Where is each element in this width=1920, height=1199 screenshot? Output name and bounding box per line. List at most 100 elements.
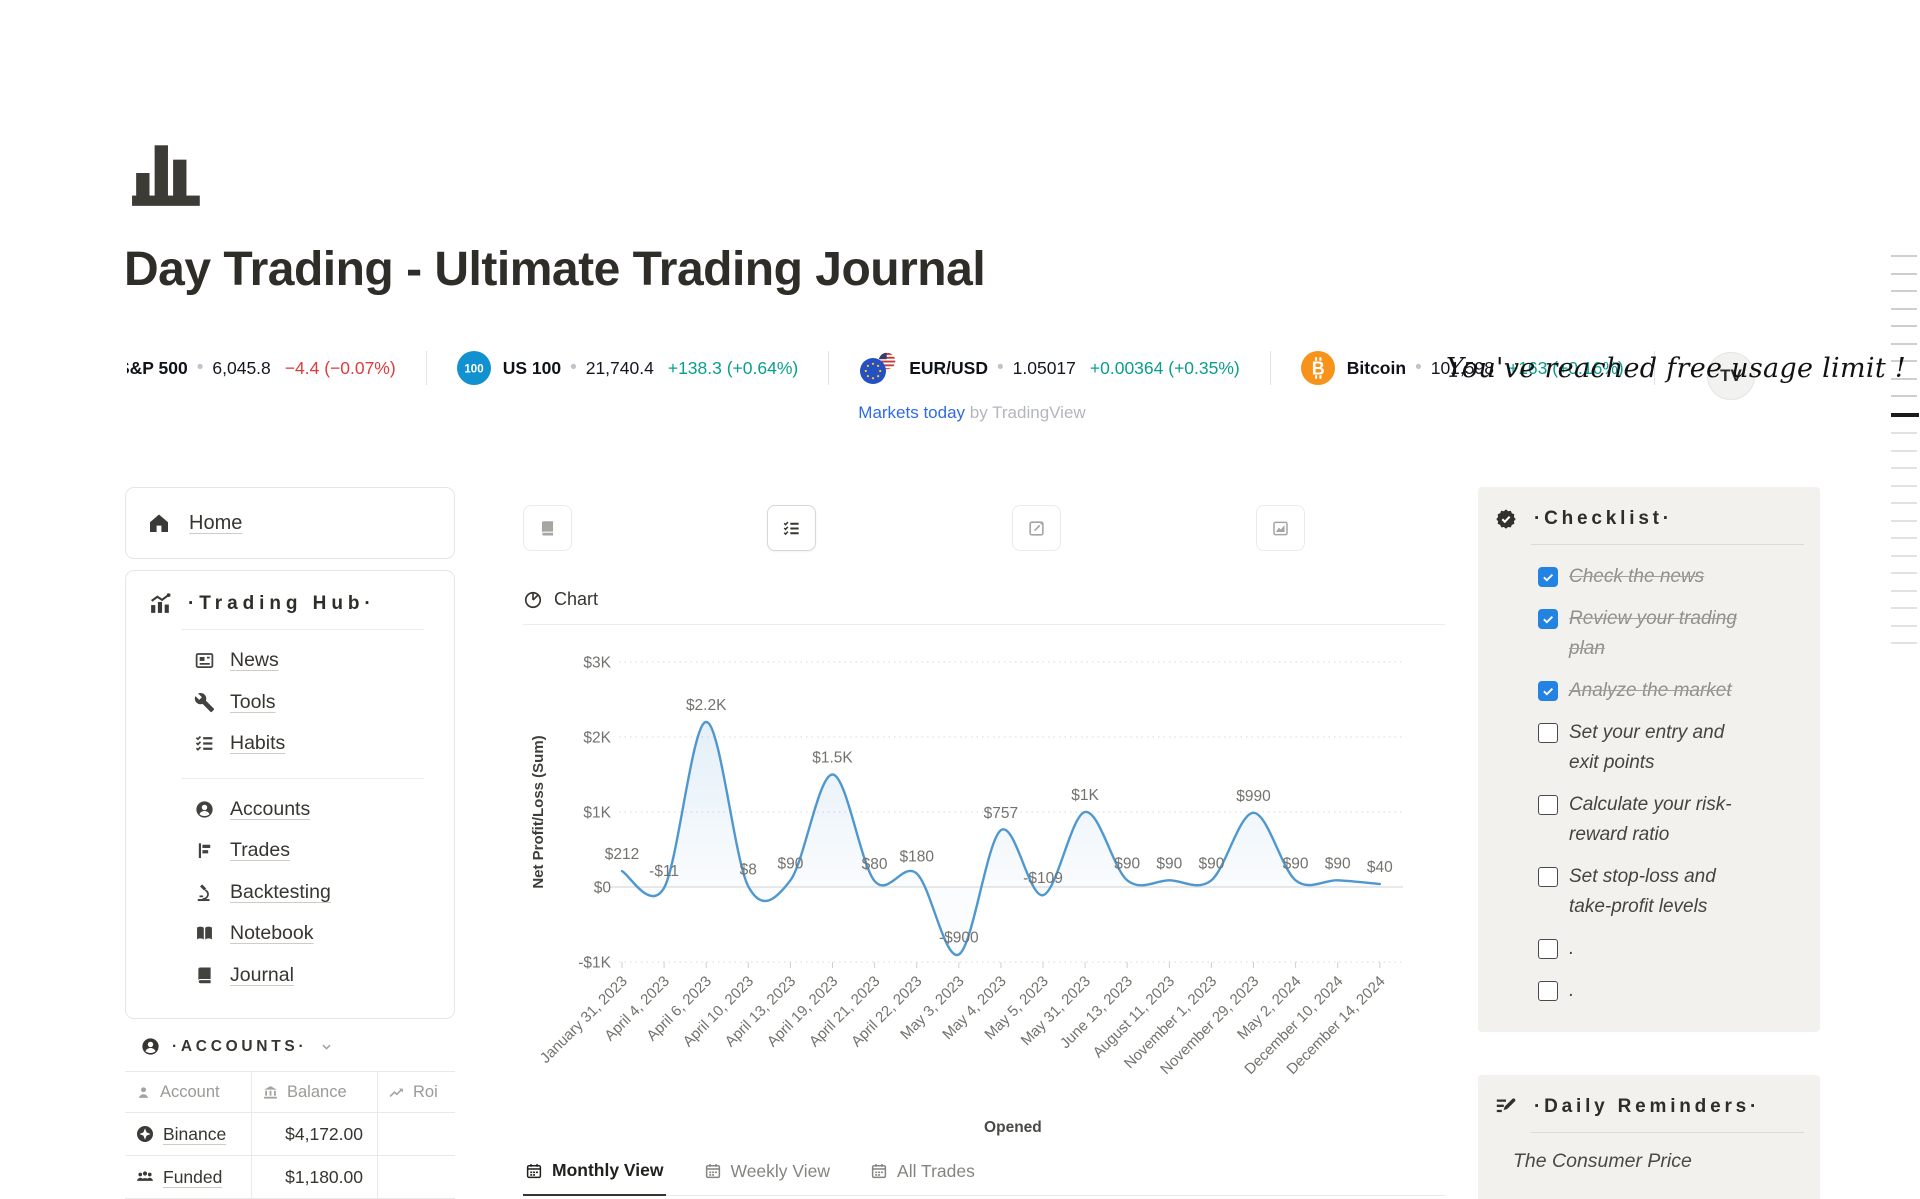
column-header-roi[interactable]: Roi (378, 1072, 455, 1112)
checkbox-checked[interactable] (1538, 609, 1558, 629)
bar-chart-icon (132, 145, 200, 206)
trading-hub-header: ·Trading Hub· (148, 591, 454, 616)
view-button-checklist[interactable] (767, 505, 817, 551)
ticker-price: 6,045.8 (212, 357, 271, 378)
table-row[interactable]: Binance $4,172.00 (125, 1113, 455, 1156)
home-link[interactable]: Home (189, 511, 243, 534)
ticker-divider (425, 351, 427, 385)
checkbox-unchecked[interactable] (1538, 795, 1558, 815)
sidebar-item-label[interactable]: Trades (230, 839, 290, 862)
outline-dash[interactable] (1891, 589, 1917, 592)
tab-all-trades[interactable]: All Trades (868, 1160, 977, 1195)
column-header-balance[interactable]: Balance (252, 1072, 378, 1112)
outline-dash[interactable] (1891, 449, 1917, 452)
divider (1531, 1132, 1804, 1133)
tradingview-badge[interactable]: TV (1707, 352, 1755, 400)
chart-block-header[interactable]: Chart (523, 589, 1445, 610)
column-header-account[interactable]: Account (125, 1072, 252, 1112)
sidebar-item-home[interactable]: Home (125, 487, 455, 559)
checklist-header[interactable]: ·Checklist· (1494, 505, 1804, 532)
outline-dash[interactable] (1891, 624, 1917, 627)
outline-dash[interactable] (1891, 360, 1917, 362)
accounts-section-header[interactable]: ·ACCOUNTS· (125, 1036, 455, 1057)
sidebar-item-tools[interactable]: Tools (126, 682, 454, 724)
calendar-icon (705, 1164, 720, 1179)
sidebar-item-news[interactable]: News (126, 640, 454, 682)
chart-growth-icon (148, 591, 173, 616)
sidebar-item-journal[interactable]: Journal (126, 955, 454, 997)
outline-dash[interactable] (1891, 342, 1917, 345)
sidebar-item-label[interactable]: Habits (230, 732, 286, 755)
outline-dash-active[interactable] (1891, 412, 1919, 417)
markets-today-link[interactable]: Markets today (858, 403, 966, 422)
outline-dash[interactable] (1891, 432, 1917, 434)
binance-icon (137, 1126, 153, 1142)
daily-reminders-title: ·Daily Reminders· (1534, 1096, 1761, 1117)
divider (1531, 544, 1804, 545)
outline-dash[interactable] (1891, 502, 1917, 504)
sidebar-item-trades[interactable]: Trades (126, 830, 454, 872)
account-link[interactable]: Binance (163, 1123, 227, 1144)
ticker-price: 101,598 (1430, 357, 1494, 378)
tab-monthly-view[interactable]: Monthly View (523, 1160, 666, 1196)
chevron-down-icon[interactable] (318, 1038, 335, 1055)
daily-reminders-header[interactable]: ·Daily Reminders· (1494, 1093, 1804, 1120)
outline-dash[interactable] (1891, 272, 1917, 275)
sidebar-item-label[interactable]: Tools (230, 690, 276, 713)
outline-dash[interactable] (1891, 467, 1917, 469)
by-tradingview-label[interactable]: by TradingView (965, 403, 1086, 422)
sidebar-item-habits[interactable]: Habits (126, 723, 454, 765)
checklist-item: Set your entry and exit points (1538, 718, 1804, 778)
checklist-card: ·Checklist· Check the news Review your tr… (1478, 487, 1820, 1032)
ticker-item-s-p-500[interactable]: S&P 500 • 6,045.8 −4.4 (−0.07%) (127, 357, 396, 379)
sidebar-item-label[interactable]: Notebook (230, 922, 314, 945)
bar-chart-page-icon[interactable] (130, 138, 208, 213)
ticker-item-us-100[interactable]: 100 US 100 • 21,740.4 +138.3 (+0.64%) (456, 351, 798, 385)
sidebar-item-label[interactable]: News (230, 649, 279, 672)
table-row[interactable]: Funded $1,180.00 (125, 1156, 455, 1199)
checkbox-checked[interactable] (1538, 567, 1558, 587)
view-button-journal[interactable] (523, 505, 572, 551)
sidebar-item-backtesting[interactable]: Backtesting (126, 872, 454, 914)
outline-dash[interactable] (1891, 290, 1917, 292)
outline-dash[interactable] (1891, 537, 1917, 539)
outline-dash[interactable] (1891, 607, 1917, 609)
sidebar-item-label[interactable]: Backtesting (230, 880, 331, 903)
svg-text:$90: $90 (1156, 855, 1182, 872)
sidebar-item-accounts[interactable]: Accounts (126, 789, 454, 831)
us100-logo: 100 (456, 351, 491, 385)
svg-text:$180: $180 (899, 849, 934, 866)
checkbox-unchecked[interactable] (1538, 867, 1558, 887)
ticker-item-bitcoin[interactable]: B Bitcoin • 101,598 +163 (+0.16%) (1300, 351, 1624, 385)
outline-dash[interactable] (1891, 554, 1917, 557)
outline-dash[interactable] (1891, 307, 1917, 310)
ticker-symbol: EUR/USD (909, 357, 988, 378)
outline-dash[interactable] (1891, 642, 1917, 644)
roi-cell (378, 1156, 455, 1198)
svg-text:-$109: -$109 (1023, 870, 1063, 887)
sidebar-item-label[interactable]: Accounts (230, 797, 311, 820)
outline-dash[interactable] (1891, 519, 1917, 522)
sidebar-item-notebook[interactable]: Notebook (126, 913, 454, 955)
outline-dash[interactable] (1891, 395, 1917, 397)
view-button-chart-area[interactable] (1255, 505, 1305, 551)
tab-label: All Trades (897, 1160, 975, 1181)
view-button-edit-square[interactable] (1011, 505, 1061, 551)
page-outline-indicator[interactable] (1891, 255, 1919, 660)
ticker-symbol: S&P 500 (127, 357, 188, 378)
outline-dash[interactable] (1891, 484, 1917, 487)
outline-dash[interactable] (1891, 325, 1917, 327)
tab-weekly-view[interactable]: Weekly View (702, 1160, 833, 1195)
checkbox-unchecked[interactable] (1538, 939, 1558, 959)
checkbox-checked[interactable] (1538, 681, 1558, 701)
account-link[interactable]: Funded (163, 1166, 223, 1187)
outline-dash[interactable] (1891, 572, 1917, 574)
checklist-items: Check the news Review your trading plan An… (1494, 562, 1804, 1006)
outline-dash[interactable] (1891, 255, 1917, 257)
checkbox-unchecked[interactable] (1538, 981, 1558, 1001)
ticker-item-eur-usd[interactable]: EUR/USD • 1.05017 +0.00364 (+0.35%) (859, 351, 1240, 385)
outline-dash[interactable] (1891, 377, 1917, 380)
person-icon (138, 1086, 149, 1098)
checkbox-unchecked[interactable] (1538, 723, 1558, 743)
sidebar-item-label[interactable]: Journal (230, 963, 294, 986)
